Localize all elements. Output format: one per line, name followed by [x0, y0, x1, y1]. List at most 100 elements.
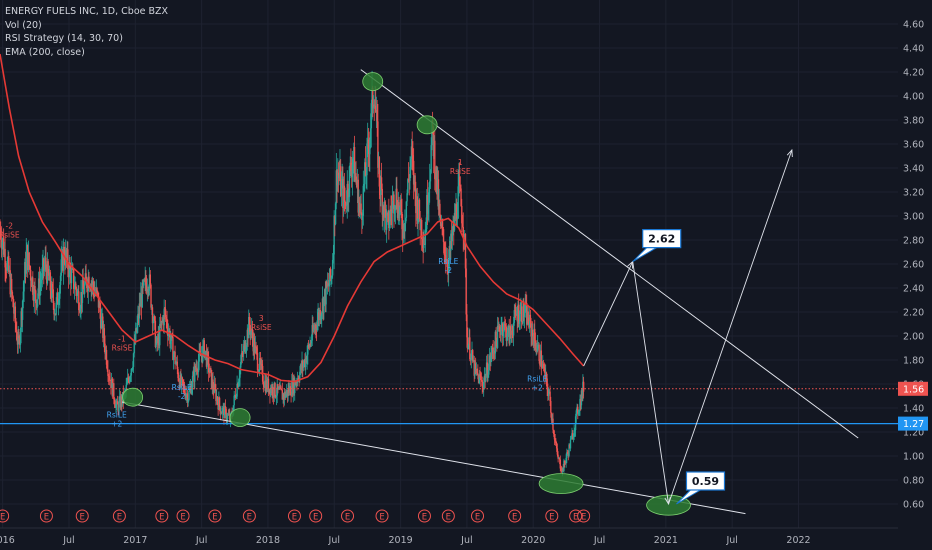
- time-axis[interactable]: 2016 Jul 2017 Jul 2018 Jul 2019 Jul 2020 Jul 2021 J…: [0, 527, 898, 546]
- candle-body: [48, 272, 51, 281]
- candle-body: [109, 379, 111, 381]
- candle-body: [464, 233, 466, 237]
- highlight-ellipse[interactable]: [538, 473, 584, 495]
- candle-body: [29, 265, 31, 270]
- last-price-badge[interactable]: [898, 381, 928, 396]
- candle-body: [323, 289, 326, 298]
- earnings-marker[interactable]: [112, 509, 126, 523]
- drawing-tools[interactable]: 2.62 0.59: [121, 69, 859, 516]
- candle-body: [135, 328, 138, 332]
- candle-body: [477, 373, 479, 375]
- highlight-ellipse[interactable]: [646, 494, 691, 516]
- candle-body: [424, 230, 427, 245]
- candle-body: [204, 351, 206, 357]
- candle-body: [91, 284, 93, 286]
- earnings-marker[interactable]: [75, 509, 89, 523]
- candle-body: [175, 363, 177, 365]
- candle-body: [13, 307, 15, 314]
- projection-arrow[interactable]: [632, 261, 669, 505]
- earnings-marker[interactable]: [155, 509, 169, 523]
- earnings-marker[interactable]: [441, 509, 455, 523]
- trendline[interactable]: [121, 401, 746, 515]
- candle-body: [259, 358, 262, 365]
- candle-body: [99, 312, 102, 329]
- candle-body: [432, 126, 435, 157]
- earnings-marker[interactable]: [577, 509, 591, 523]
- earnings-marker[interactable]: [39, 509, 53, 523]
- candle-body: [383, 206, 385, 218]
- candle-body: [17, 335, 19, 345]
- time-tick-label: 2020: [521, 535, 545, 546]
- earnings-marker[interactable]: [471, 509, 485, 523]
- candle-body: [456, 218, 459, 220]
- earnings-marker[interactable]: [309, 509, 323, 523]
- indicator-ema[interactable]: EMA (200, close): [5, 46, 85, 58]
- candle-body: [528, 314, 531, 328]
- earnings-marker[interactable]: [569, 509, 583, 523]
- candle-body: [403, 223, 405, 232]
- earnings-marker[interactable]: [176, 509, 190, 523]
- candle-body: [466, 337, 469, 350]
- highlight-ellipse[interactable]: [229, 408, 251, 428]
- price-axis[interactable]: 4.60 4.40 4.20 4.00 3.80 3.60 3.40 3.20 3.00 2.80…: [898, 0, 932, 550]
- earnings-marker[interactable]: [508, 509, 522, 523]
- earnings-marker[interactable]: [417, 509, 431, 523]
- candle-body: [10, 278, 12, 295]
- candle-body: [44, 257, 46, 265]
- candle-body: [213, 388, 215, 393]
- candle-body: [396, 209, 399, 219]
- trendline[interactable]: [360, 69, 859, 439]
- candle-body: [172, 337, 174, 360]
- candle-body: [449, 245, 451, 251]
- candle-body: [184, 392, 187, 399]
- projection-arrow[interactable]: [668, 149, 793, 505]
- callout-box[interactable]: [685, 471, 726, 491]
- candle-body: [412, 160, 415, 185]
- candle-body: [512, 334, 514, 336]
- candle-body: [15, 322, 17, 330]
- earnings-marker[interactable]: [545, 509, 559, 523]
- candle-body: [254, 345, 257, 353]
- indicator-rsi-strategy[interactable]: RSI Strategy (14, 30, 70): [5, 33, 123, 44]
- earnings-marker[interactable]: [208, 509, 222, 523]
- earnings-label: E: [475, 513, 480, 523]
- projection-arrow[interactable]: [583, 261, 634, 367]
- candle-body: [219, 406, 222, 415]
- candle-body: [188, 388, 191, 392]
- candle-body: [510, 330, 513, 333]
- candle-body: [560, 468, 562, 471]
- candle-body: [582, 381, 585, 392]
- candle-body: [359, 203, 362, 205]
- earnings-marker[interactable]: [375, 509, 389, 523]
- price-tick-label: 4.60: [903, 20, 924, 31]
- candle-body: [362, 185, 365, 216]
- earnings-marker[interactable]: [0, 509, 10, 523]
- highlight-ellipse[interactable]: [122, 387, 144, 407]
- support-price-badge[interactable]: [898, 416, 928, 431]
- candle-body: [221, 412, 223, 414]
- highlight-ellipse[interactable]: [416, 115, 438, 135]
- earnings-marker[interactable]: [341, 509, 355, 523]
- candle-body: [480, 380, 483, 381]
- callout-box[interactable]: [642, 229, 682, 249]
- candle-body: [485, 362, 488, 374]
- candle-body: [12, 296, 14, 308]
- earnings-marker[interactable]: [242, 509, 256, 523]
- candle-body: [487, 374, 489, 378]
- candle-body: [507, 327, 509, 337]
- earnings-marker[interactable]: [287, 509, 301, 523]
- candle-body: [218, 397, 221, 407]
- candle-body: [234, 395, 237, 398]
- indicator-volume[interactable]: Vol (20): [5, 19, 42, 31]
- candle-body: [269, 387, 272, 396]
- symbol-title[interactable]: ENERGY FUELS INC, 1D, Cboe BZX: [5, 6, 169, 17]
- candle-body: [111, 378, 114, 397]
- candle-body: [486, 362, 489, 378]
- candle-body: [472, 350, 474, 362]
- candle-body: [244, 341, 246, 353]
- highlight-ellipse[interactable]: [362, 72, 384, 91]
- candle-body: [236, 383, 238, 397]
- candle-body: [27, 244, 29, 271]
